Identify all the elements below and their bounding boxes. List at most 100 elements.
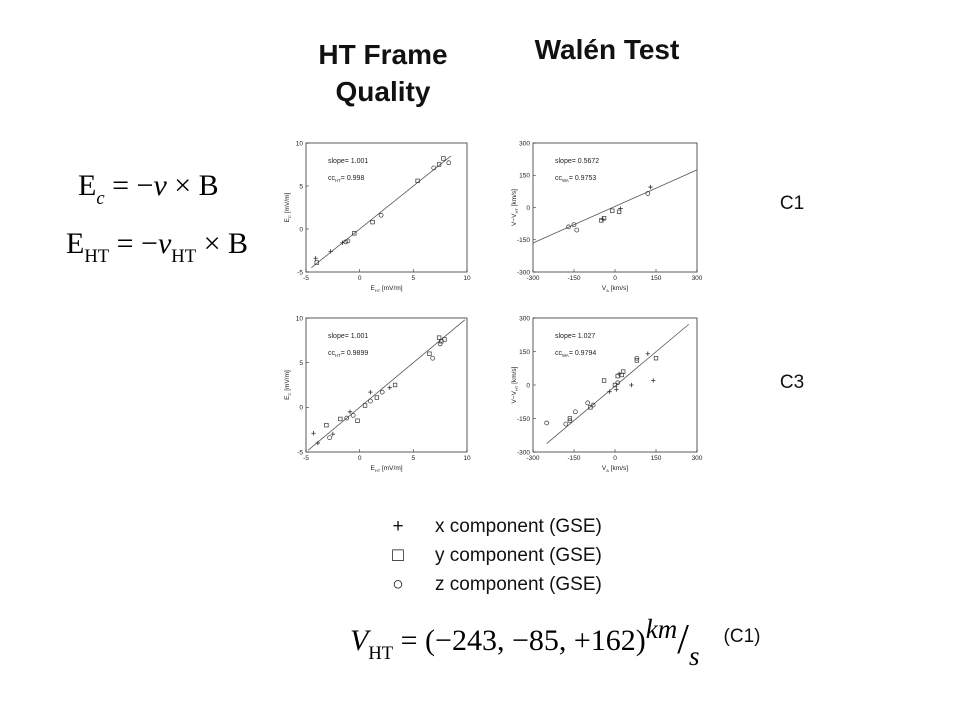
rich-text: VA [km/s] <box>602 285 628 293</box>
x-tick-label: 0 <box>358 455 362 462</box>
point-square <box>374 395 379 400</box>
x-tick-label: 150 <box>651 275 662 282</box>
point-plus <box>328 249 333 254</box>
y-tick-label: 0 <box>526 382 530 389</box>
point-circle <box>574 227 580 233</box>
text-part: [km/s] <box>511 366 518 385</box>
point-square <box>442 337 447 342</box>
point-square <box>653 356 659 361</box>
x-tick-label: 5 <box>412 455 416 462</box>
text-part: slope= 1.001 <box>328 333 368 340</box>
point-square <box>314 260 319 265</box>
y-tick-label: 10 <box>296 315 304 322</box>
equation-note: (C1) <box>724 626 761 647</box>
x-tick-label: 0 <box>358 275 362 282</box>
text-part: WA <box>562 353 569 358</box>
text-part: = 0.9753 <box>569 175 597 182</box>
point-square <box>601 216 607 221</box>
text-part: V <box>350 624 372 657</box>
y-tick-label: 5 <box>299 360 303 367</box>
point-plus <box>368 389 373 395</box>
point-circle <box>327 435 332 441</box>
rich-text: Ec = −ν × B <box>78 169 219 209</box>
text-part: E <box>66 227 84 260</box>
text-part: cc <box>555 175 563 182</box>
point-plus <box>629 382 634 388</box>
y-tick-label: -5 <box>297 269 303 276</box>
y-tick-label: 300 <box>519 315 530 322</box>
x-tick-label: -300 <box>526 275 539 282</box>
x-tick-label: 5 <box>412 275 416 282</box>
rich-text: V−VHT [km/s] <box>511 189 519 226</box>
x-tick-label: -5 <box>303 455 309 462</box>
point-square <box>599 218 604 223</box>
point-square <box>610 208 615 213</box>
text-part: / <box>677 617 689 663</box>
point-plus <box>330 431 336 437</box>
text-part: HT <box>375 288 381 293</box>
point-plus <box>313 256 318 261</box>
text-part: slope= 0.5672 <box>555 158 599 165</box>
heading: HT Frame <box>318 39 447 70</box>
text-part: ν <box>158 227 172 260</box>
text-part: = 0.9899 <box>341 350 369 357</box>
point-square <box>615 373 620 379</box>
text-part: HT <box>375 468 381 473</box>
text-part: E <box>78 169 96 202</box>
text-part: [mV/m] <box>284 192 291 215</box>
text-part: HT <box>84 246 109 267</box>
x-tick-label: -150 <box>567 455 580 462</box>
text-part: cc <box>555 350 563 357</box>
point-square <box>601 378 607 383</box>
text-part: slope= 1.001 <box>328 158 368 165</box>
text-part: = − <box>105 169 154 202</box>
point-circle <box>567 418 573 424</box>
point-square <box>616 209 622 214</box>
x-tick-label: 10 <box>463 275 471 282</box>
text-part: = 0.9794 <box>569 350 597 357</box>
point-plus <box>315 440 321 446</box>
text-part: = 0.998 <box>341 175 365 182</box>
rich-text: EC [mV/m] <box>284 370 292 400</box>
y-tick-label: 0 <box>299 226 303 233</box>
rich-text: EHT [mV/m] <box>370 465 402 473</box>
point-circle <box>573 409 578 415</box>
point-circle <box>585 400 591 406</box>
point-plus <box>600 217 605 222</box>
rich-text: ccHT= 0.9899 <box>328 350 368 358</box>
legend-label: x component (GSE) <box>435 516 602 537</box>
rich-text: ccHT= 0.998 <box>328 175 364 183</box>
text-part: [km/s] <box>609 285 628 292</box>
point-circle <box>345 238 351 244</box>
y-tick-label: 0 <box>526 205 530 212</box>
text-part: c <box>96 188 105 209</box>
x-tick-label: 10 <box>463 455 471 462</box>
rich-text: ccWA= 0.9753 <box>555 175 596 183</box>
fit-line <box>532 169 698 244</box>
rich-text: slope= 1.027 <box>555 333 595 340</box>
text-part: HT <box>335 353 341 358</box>
text-part: ν <box>153 169 167 202</box>
y-tick-label: 0 <box>299 405 303 412</box>
text-part: HT <box>514 208 519 214</box>
point-circle <box>446 160 452 166</box>
point-circle <box>350 413 356 418</box>
point-square <box>355 418 360 423</box>
rich-text: VA [km/s] <box>602 465 628 473</box>
point-plus <box>311 431 316 436</box>
text-part: C <box>287 215 292 218</box>
text-part: × B <box>167 169 219 202</box>
row-label: C3 <box>780 372 804 393</box>
y-tick-label: 150 <box>519 349 530 356</box>
text-part: WA <box>562 178 569 183</box>
x-tick-label: 0 <box>613 275 617 282</box>
text-part: E <box>284 395 291 400</box>
x-tick-label: -5 <box>303 275 309 282</box>
text-part: A <box>606 288 609 293</box>
point-square <box>392 382 398 388</box>
rich-text: slope= 0.5672 <box>555 158 599 165</box>
text-part: C <box>287 392 292 395</box>
row-label: C1 <box>780 193 804 214</box>
point-plus <box>616 371 622 377</box>
